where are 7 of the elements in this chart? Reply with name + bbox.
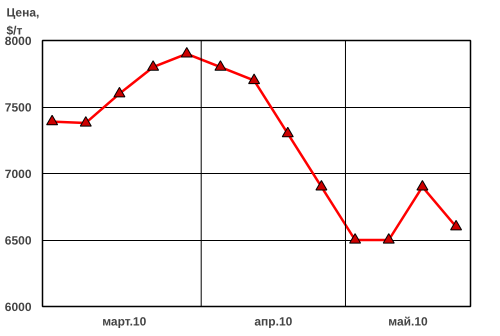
y-tick-label: 6500 <box>4 234 32 248</box>
x-tick-label: март.10 <box>102 314 147 328</box>
x-tick-label: май.10 <box>388 314 428 328</box>
y-tick-label: 7500 <box>4 100 32 114</box>
x-tick-label: апр.10 <box>254 314 293 328</box>
y-tick-label: 7000 <box>4 167 32 181</box>
y-tick-label: 6000 <box>4 300 32 314</box>
